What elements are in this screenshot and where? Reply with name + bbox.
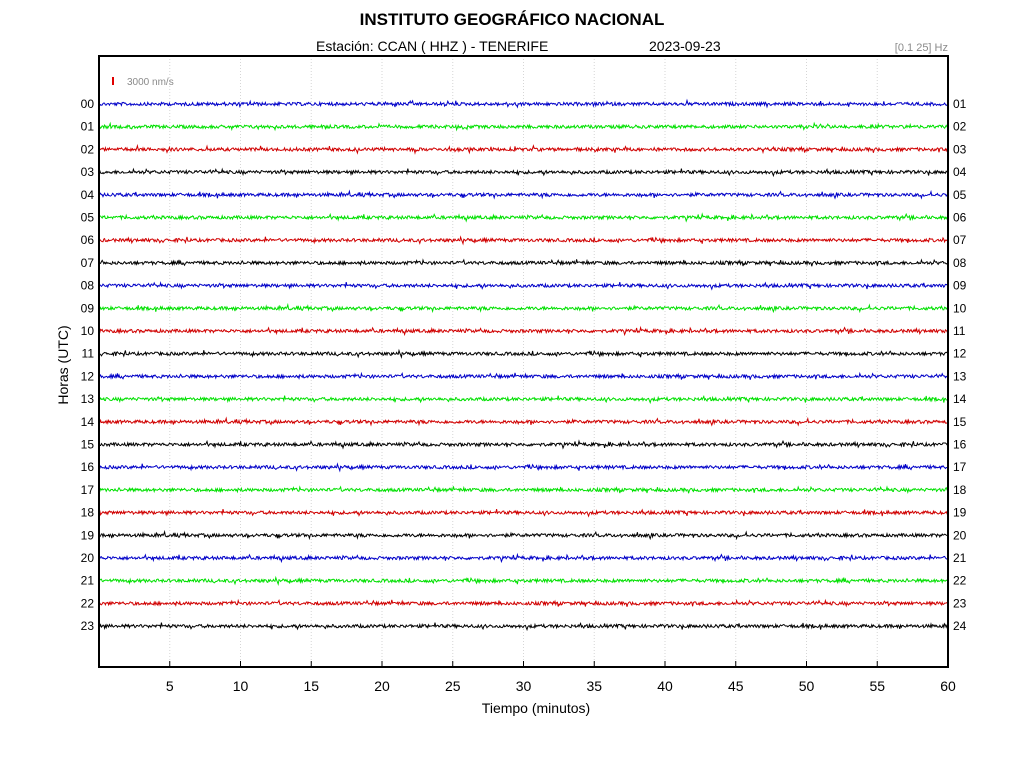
y-tick-label-left: 05 bbox=[81, 211, 95, 225]
x-tick-label: 50 bbox=[799, 678, 815, 694]
y-tick-label-left: 17 bbox=[81, 483, 95, 497]
y-tick-label-left: 03 bbox=[81, 165, 95, 179]
trace-hour-00 bbox=[98, 98, 948, 109]
y-tick-label-right: 19 bbox=[953, 506, 967, 520]
y-tick-label-right: 17 bbox=[953, 460, 967, 474]
y-tick-label-right: 13 bbox=[953, 369, 967, 383]
y-tick-label-right: 18 bbox=[953, 483, 967, 497]
y-tick-label-left: 12 bbox=[81, 369, 95, 383]
scale-label: 3000 nm/s bbox=[127, 77, 174, 88]
x-tick-label: 45 bbox=[728, 678, 744, 694]
trace-hour-18 bbox=[98, 508, 949, 518]
x-tick-label: 60 bbox=[940, 678, 956, 694]
x-tick-label: 25 bbox=[445, 678, 461, 694]
y-tick-label-right: 11 bbox=[953, 324, 966, 338]
y-tick-label-left: 19 bbox=[81, 528, 95, 542]
y-tick-label-right: 06 bbox=[953, 211, 967, 225]
trace-hour-05 bbox=[98, 212, 949, 223]
scale-bar bbox=[112, 77, 114, 85]
trace-hour-13 bbox=[98, 395, 948, 405]
x-axis-label: Tiempo (minutos) bbox=[481, 700, 591, 716]
y-tick-label-left: 16 bbox=[81, 460, 95, 474]
trace-hour-11 bbox=[98, 348, 949, 359]
frequency-band-label: [0.1 25] Hz bbox=[894, 42, 948, 54]
trace-hour-02 bbox=[98, 143, 949, 155]
y-tick-label-right: 02 bbox=[953, 120, 967, 134]
y-tick-label-left: 13 bbox=[81, 392, 95, 406]
trace-hour-17 bbox=[98, 485, 949, 494]
trace-hour-04 bbox=[98, 189, 949, 200]
x-tick-label: 40 bbox=[657, 678, 673, 694]
y-tick-label-left: 11 bbox=[82, 347, 95, 361]
y-tick-label-right: 14 bbox=[953, 392, 967, 406]
y-tick-label-left: 00 bbox=[81, 97, 95, 111]
y-tick-label-right: 20 bbox=[953, 528, 967, 542]
y-tick-label-right: 15 bbox=[953, 415, 967, 429]
trace-hour-22 bbox=[98, 598, 948, 608]
x-tick-label: 10 bbox=[233, 678, 249, 694]
y-tick-label-right: 22 bbox=[953, 574, 967, 588]
y-tick-label-right: 03 bbox=[953, 142, 967, 156]
trace-hour-12 bbox=[98, 371, 948, 380]
station-label: Estación: CCAN ( HHZ ) - TENERIFE bbox=[316, 38, 549, 54]
y-tick-label-right: 01 bbox=[953, 97, 967, 111]
y-tick-label-right: 24 bbox=[953, 619, 967, 633]
trace-hour-07 bbox=[98, 258, 949, 267]
y-tick-label-left: 18 bbox=[81, 506, 95, 520]
y-tick-label-left: 07 bbox=[81, 256, 95, 270]
y-tick-label-left: 04 bbox=[81, 188, 95, 202]
x-tick-label: 5 bbox=[166, 678, 174, 694]
y-tick-label-right: 21 bbox=[953, 551, 967, 565]
trace-hour-16 bbox=[98, 462, 949, 473]
y-tick-label-left: 14 bbox=[81, 415, 95, 429]
y-tick-label-right: 12 bbox=[953, 347, 967, 361]
y-tick-label-left: 15 bbox=[81, 438, 95, 452]
y-tick-label-left: 08 bbox=[81, 279, 95, 293]
trace-hour-06 bbox=[98, 235, 949, 246]
y-tick-label-left: 23 bbox=[81, 619, 95, 633]
y-tick-label-right: 07 bbox=[953, 233, 967, 247]
date-label: 2023-09-23 bbox=[649, 38, 721, 54]
trace-hour-10 bbox=[98, 325, 949, 337]
trace-hour-19 bbox=[98, 529, 949, 541]
chart-title: INSTITUTO GEOGRÁFICO NACIONAL bbox=[359, 10, 665, 29]
y-axis-label: Horas (UTC) bbox=[55, 325, 71, 405]
trace-hour-21 bbox=[98, 575, 949, 586]
x-tick-label: 30 bbox=[516, 678, 532, 694]
y-tick-label-right: 23 bbox=[953, 596, 967, 610]
trace-hour-03 bbox=[98, 167, 949, 178]
y-tick-label-left: 09 bbox=[81, 301, 95, 315]
trace-hour-15 bbox=[98, 439, 949, 450]
x-tick-label: 20 bbox=[374, 678, 390, 694]
y-tick-label-right: 04 bbox=[953, 165, 967, 179]
y-tick-label-left: 06 bbox=[81, 233, 95, 247]
x-tick-label: 15 bbox=[303, 678, 319, 694]
y-tick-label-right: 10 bbox=[953, 301, 967, 315]
y-tick-label-left: 21 bbox=[81, 574, 95, 588]
trace-hour-20 bbox=[98, 552, 949, 564]
y-tick-label-right: 16 bbox=[953, 438, 967, 452]
y-tick-label-left: 20 bbox=[81, 551, 95, 565]
y-tick-label-left: 10 bbox=[81, 324, 95, 338]
y-tick-label-right: 08 bbox=[953, 256, 967, 270]
trace-hour-14 bbox=[98, 416, 948, 427]
trace-hour-09 bbox=[98, 302, 948, 314]
x-tick-label: 55 bbox=[869, 678, 885, 694]
y-tick-label-left: 02 bbox=[81, 142, 95, 156]
y-tick-label-right: 05 bbox=[953, 188, 967, 202]
y-tick-label-left: 01 bbox=[81, 120, 95, 134]
trace-hour-01 bbox=[98, 121, 949, 132]
trace-hour-23 bbox=[98, 622, 948, 632]
y-tick-label-right: 09 bbox=[953, 279, 967, 293]
trace-hour-08 bbox=[98, 280, 949, 291]
y-tick-label-left: 22 bbox=[81, 596, 95, 610]
x-tick-label: 35 bbox=[586, 678, 602, 694]
